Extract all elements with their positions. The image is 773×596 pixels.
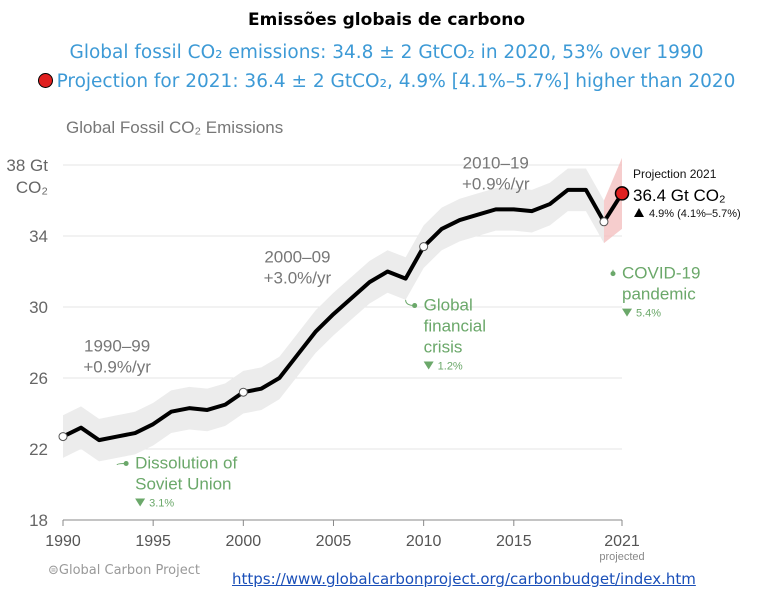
- trend-annotation-rate: +0.9%/yr: [83, 357, 151, 376]
- trend-annotation-period: 2000–09: [264, 248, 330, 267]
- projection-marker: [614, 186, 630, 201]
- event-annotation-change: 3.1%: [149, 498, 174, 510]
- projection-dot-icon: [37, 73, 53, 88]
- event-annotation-label: Global: [424, 296, 473, 315]
- event-annotation-label: pandemic: [622, 285, 696, 304]
- event-annotation-label: crisis: [424, 338, 463, 357]
- x-tick-label: 2015: [496, 533, 532, 550]
- x-tick-label: 1990: [45, 533, 81, 550]
- page-title: Emissões globais de carbono: [248, 10, 525, 30]
- emissions-line: [62, 187, 606, 443]
- event-annotation-label: Dissolution of: [135, 454, 237, 473]
- subtitle-2021-text: Projection for 2021: 36.4 ± 2 GtCO₂, 4.9…: [56, 71, 736, 92]
- increase-triangle-icon: [634, 208, 644, 217]
- y-tick-label: 30: [29, 298, 48, 317]
- event-annotation-label: financial: [424, 317, 486, 336]
- projection-label-title: Projection 2021: [633, 167, 717, 181]
- data-point-marker: [419, 242, 429, 252]
- gcp-credit-text: Global Carbon Project: [58, 563, 200, 578]
- y-tick-label: 26: [29, 369, 48, 388]
- event-annotation-leader: [405, 299, 415, 307]
- projection-label-change: 4.9% (4.1%–5.7%): [649, 208, 741, 220]
- y-tick-label: 22: [29, 440, 48, 459]
- trend-annotation-rate: +3.0%/yr: [264, 269, 332, 288]
- decrease-triangle-icon: [423, 361, 434, 370]
- event-annotation-label: Soviet Union: [135, 475, 231, 494]
- decrease-triangle-icon: [135, 498, 146, 507]
- trend-annotation-period: 2010–19: [463, 154, 529, 173]
- x-tick-label: 2010: [406, 533, 442, 550]
- data-point-marker: [58, 432, 68, 442]
- x-tick-label: 2000: [226, 533, 262, 550]
- trend-annotation-rate: +0.9%/yr: [462, 175, 530, 194]
- event-annotation-change: 1.2%: [438, 361, 463, 373]
- y-tick-label: 18: [29, 511, 48, 530]
- event-annotation-label: COVID-19: [622, 264, 700, 283]
- trend-annotation-period: 1990–99: [84, 336, 150, 355]
- projection-band: [603, 157, 622, 244]
- carbon-budget-link[interactable]: https://www.globalcarbonproject.org/carb…: [232, 570, 696, 588]
- data-point-marker: [599, 217, 609, 227]
- chart-title: Global Fossil CO₂ Emissions: [66, 118, 283, 137]
- x-tick-label: 2005: [316, 533, 352, 550]
- x-tick-label: 2021: [604, 533, 640, 550]
- y-tick-label: 34: [29, 227, 48, 246]
- decrease-triangle-icon: [622, 308, 632, 317]
- x-tick-label: 1995: [135, 533, 171, 550]
- event-annotation-leader: [116, 463, 127, 466]
- event-annotation-change: 5.4%: [636, 308, 661, 320]
- x-tick-sublabel: projected: [599, 551, 644, 563]
- projection-label-value: 36.4 Gt CO₂: [633, 186, 726, 205]
- y-axis-unit: CO₂: [16, 178, 48, 197]
- subtitle-2020-emissions: Global fossil CO₂ emissions: 34.8 ± 2 Gt…: [69, 42, 704, 63]
- data-point-marker: [238, 387, 248, 397]
- y-axis-label: 38 Gt: [6, 156, 48, 175]
- subtitle-2021-projection: Projection for 2021: 36.4 ± 2 GtCO₂, 4.9…: [0, 71, 773, 92]
- gcp-credit: ⊜Global Carbon Project: [48, 563, 200, 578]
